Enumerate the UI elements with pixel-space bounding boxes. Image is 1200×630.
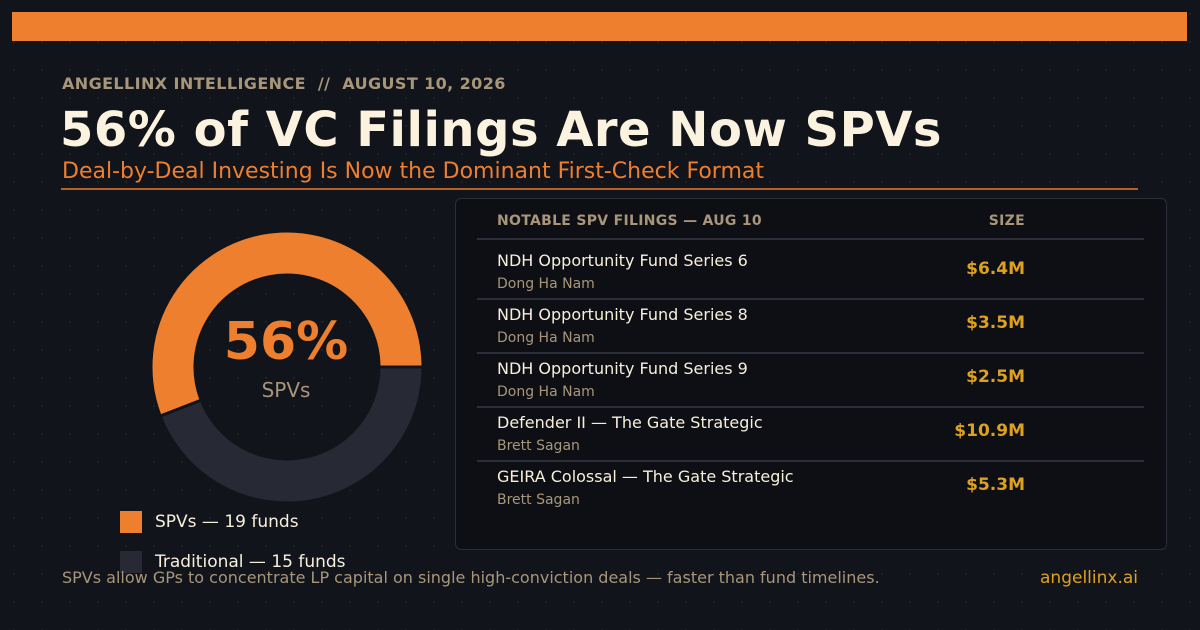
donut-slice-traditional bbox=[158, 365, 425, 505]
row-divider bbox=[477, 352, 1144, 354]
filing-name: Defender II — The Gate Strategic bbox=[497, 413, 763, 432]
donut-center-value: 56% bbox=[223, 312, 349, 372]
table-row: GEIRA Colossal — The Gate Strategic Bret… bbox=[477, 459, 1144, 513]
filing-sponsor: Dong Ha Nam bbox=[497, 276, 595, 292]
legend-label-traditional: Traditional — 15 funds bbox=[155, 552, 346, 572]
donut-slice-spvs bbox=[149, 229, 425, 419]
filing-size: $2.5M bbox=[966, 367, 1025, 387]
table-row: NDH Opportunity Fund Series 8 Dong Ha Na… bbox=[477, 297, 1144, 351]
site-link[interactable]: angellinx.ai bbox=[1040, 568, 1138, 588]
donut-center-label: SPVs bbox=[261, 378, 311, 402]
table-header: NOTABLE SPV FILINGS — AUG 10 bbox=[497, 213, 762, 229]
filing-sponsor: Dong Ha Nam bbox=[497, 384, 595, 400]
top-accent-bar bbox=[12, 12, 1187, 41]
table-size-header: SIZE bbox=[988, 213, 1025, 229]
filing-size: $10.9M bbox=[954, 421, 1025, 441]
row-divider bbox=[477, 460, 1144, 462]
table-row: NDH Opportunity Fund Series 6 Dong Ha Na… bbox=[477, 243, 1144, 297]
donut-chart bbox=[149, 229, 425, 505]
legend-swatch-traditional bbox=[120, 551, 142, 573]
kicker: ANGELLINX INTELLIGENCE // AUGUST 10, 202… bbox=[62, 74, 506, 93]
legend-swatch-spvs bbox=[120, 511, 142, 533]
title-divider bbox=[61, 188, 1138, 190]
filing-size: $6.4M bbox=[966, 259, 1025, 279]
page-title: 56% of VC Filings Are Now SPVs bbox=[60, 102, 942, 158]
legend-item-traditional: Traditional — 15 funds bbox=[120, 550, 346, 574]
page-subtitle: Deal-by-Deal Investing Is Now the Domina… bbox=[62, 159, 765, 184]
legend-label-spvs: SPVs — 19 funds bbox=[155, 512, 299, 532]
spv-filings-panel bbox=[455, 198, 1167, 550]
filing-sponsor: Brett Sagan bbox=[497, 438, 580, 454]
filing-name: NDH Opportunity Fund Series 6 bbox=[497, 251, 748, 270]
filing-name: NDH Opportunity Fund Series 8 bbox=[497, 305, 748, 324]
filing-name: NDH Opportunity Fund Series 9 bbox=[497, 359, 748, 378]
row-divider bbox=[477, 298, 1144, 300]
row-divider bbox=[477, 406, 1144, 408]
filing-size: $5.3M bbox=[966, 475, 1025, 495]
table-row: Defender II — The Gate Strategic Brett S… bbox=[477, 405, 1144, 459]
filing-size: $3.5M bbox=[966, 313, 1025, 333]
table-row: NDH Opportunity Fund Series 9 Dong Ha Na… bbox=[477, 351, 1144, 405]
legend-item-spvs: SPVs — 19 funds bbox=[120, 510, 299, 534]
filing-sponsor: Brett Sagan bbox=[497, 492, 580, 508]
table-header-divider bbox=[477, 238, 1144, 240]
filing-name: GEIRA Colossal — The Gate Strategic bbox=[497, 467, 794, 486]
footnote: SPVs allow GPs to concentrate LP capital… bbox=[62, 568, 880, 587]
filing-sponsor: Dong Ha Nam bbox=[497, 330, 595, 346]
